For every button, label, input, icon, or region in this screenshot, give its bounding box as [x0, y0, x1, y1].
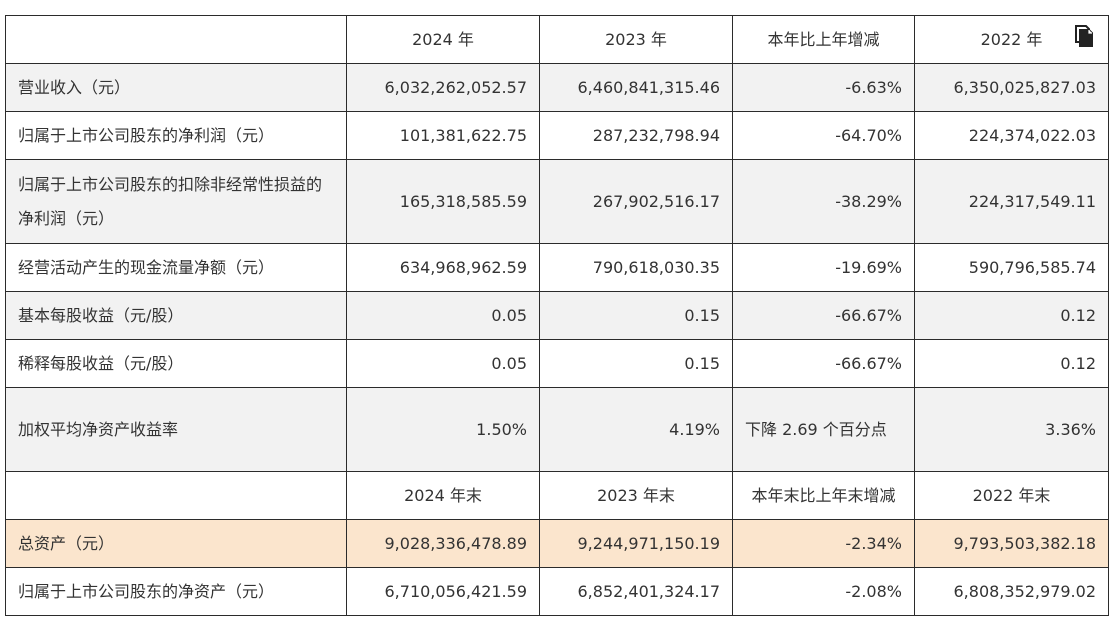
- value-2024: 0.05: [346, 339, 540, 388]
- value-2024: 1.50%: [346, 387, 540, 472]
- value-change: -2.08%: [732, 567, 915, 616]
- value-2024: 634,968,962.59: [346, 243, 540, 292]
- table-header-row: 2024 年 2023 年 本年比上年增减 2022 年: [5, 15, 1109, 64]
- value-2022: 0.12: [914, 291, 1109, 340]
- value-2023: 0.15: [539, 291, 733, 340]
- value-2022: 0.12: [914, 339, 1109, 388]
- value-2023: 790,618,030.35: [539, 243, 733, 292]
- value-change: -64.70%: [732, 111, 915, 160]
- value-2023: 287,232,798.94: [539, 111, 733, 160]
- table-row: 基本每股收益（元/股） 0.05 0.15 -66.67% 0.12: [5, 291, 1109, 340]
- row-label: 归属于上市公司股东的扣除非经常性损益的净利润（元）: [5, 159, 347, 244]
- table-row: 归属于上市公司股东的扣除非经常性损益的净利润（元） 165,318,585.59…: [5, 159, 1109, 244]
- row-label: 总资产（元）: [5, 519, 347, 568]
- row-label: 加权平均净资产收益率: [5, 387, 347, 472]
- value-change: -38.29%: [732, 159, 915, 244]
- value-2024: 6,032,262,052.57: [346, 63, 540, 112]
- header-cell-2023: 2023 年: [539, 15, 733, 64]
- header-cell-2024: 2024 年: [346, 15, 540, 64]
- value-2023: 6,460,841,315.46: [539, 63, 733, 112]
- value-2022: 224,317,549.11: [914, 159, 1109, 244]
- value-2022: 3.36%: [914, 387, 1109, 472]
- row-label: 归属于上市公司股东的净利润（元）: [5, 111, 347, 160]
- table-row-highlighted: 总资产（元） 9,028,336,478.89 9,244,971,150.19…: [5, 519, 1109, 568]
- value-change: -66.67%: [732, 291, 915, 340]
- row-label: 营业收入（元）: [5, 63, 347, 112]
- value-change: -6.63%: [732, 63, 915, 112]
- value-change: 下降 2.69 个百分点: [732, 387, 915, 472]
- subheader-cell-empty: [5, 471, 347, 520]
- value-2023: 0.15: [539, 339, 733, 388]
- value-2024: 0.05: [346, 291, 540, 340]
- financial-summary-table: 2024 年 2023 年 本年比上年增减 2022 年 营业收入（元） 6,0…: [5, 15, 1109, 616]
- header-cell-change: 本年比上年增减: [732, 15, 915, 64]
- table-subheader-row: 2024 年末 2023 年末 本年末比上年末增减 2022 年末: [5, 471, 1109, 520]
- value-2022: 590,796,585.74: [914, 243, 1109, 292]
- subheader-cell-change: 本年末比上年末增减: [732, 471, 915, 520]
- value-2023: 9,244,971,150.19: [539, 519, 733, 568]
- row-label: 稀释每股收益（元/股）: [5, 339, 347, 388]
- header-cell-empty: [5, 15, 347, 64]
- value-2022: 6,808,352,979.02: [914, 567, 1109, 616]
- table-row: 稀释每股收益（元/股） 0.05 0.15 -66.67% 0.12: [5, 339, 1109, 388]
- financial-table-container: 2024 年 2023 年 本年比上年增减 2022 年 营业收入（元） 6,0…: [5, 15, 1109, 616]
- table-row: 经营活动产生的现金流量净额（元） 634,968,962.59 790,618,…: [5, 243, 1109, 292]
- row-label: 基本每股收益（元/股）: [5, 291, 347, 340]
- value-2022: 9,793,503,382.18: [914, 519, 1109, 568]
- row-label: 归属于上市公司股东的净资产（元）: [5, 567, 347, 616]
- table-row: 归属于上市公司股东的净资产（元） 6,710,056,421.59 6,852,…: [5, 567, 1109, 616]
- subheader-cell-2024-end: 2024 年末: [346, 471, 540, 520]
- table-row: 加权平均净资产收益率 1.50% 4.19% 下降 2.69 个百分点 3.36…: [5, 387, 1109, 472]
- copy-icon[interactable]: [1073, 24, 1095, 48]
- value-2024: 101,381,622.75: [346, 111, 540, 160]
- value-2024: 6,710,056,421.59: [346, 567, 540, 616]
- value-change: -66.67%: [732, 339, 915, 388]
- subheader-cell-2023-end: 2023 年末: [539, 471, 733, 520]
- subheader-cell-2022-end: 2022 年末: [914, 471, 1109, 520]
- value-2023: 4.19%: [539, 387, 733, 472]
- value-2023: 6,852,401,324.17: [539, 567, 733, 616]
- row-label: 经营活动产生的现金流量净额（元）: [5, 243, 347, 292]
- value-2022: 224,374,022.03: [914, 111, 1109, 160]
- table-row: 营业收入（元） 6,032,262,052.57 6,460,841,315.4…: [5, 63, 1109, 112]
- value-2024: 9,028,336,478.89: [346, 519, 540, 568]
- value-change: -2.34%: [732, 519, 915, 568]
- value-2022: 6,350,025,827.03: [914, 63, 1109, 112]
- table-row: 归属于上市公司股东的净利润（元） 101,381,622.75 287,232,…: [5, 111, 1109, 160]
- value-2024: 165,318,585.59: [346, 159, 540, 244]
- value-change: -19.69%: [732, 243, 915, 292]
- value-2023: 267,902,516.17: [539, 159, 733, 244]
